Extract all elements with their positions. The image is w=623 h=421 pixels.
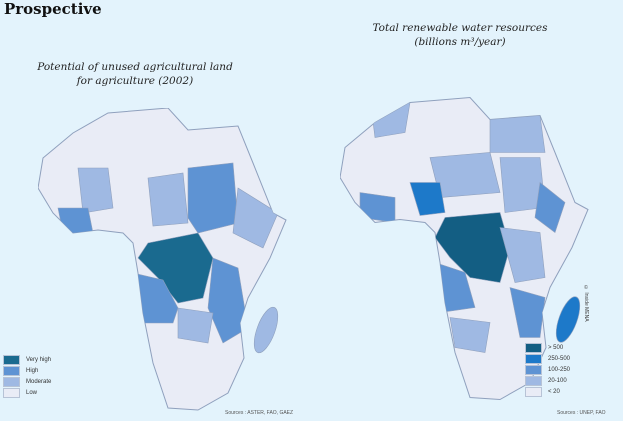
legend-item-greater-500: > 500 xyxy=(525,342,570,353)
legend-label: < 20 xyxy=(548,388,560,395)
region-high xyxy=(187,162,239,234)
right-africa-map xyxy=(340,97,589,400)
legend-item-less-20: < 20 xyxy=(525,386,570,397)
right-map-title-line2: (billions m³/year) xyxy=(414,36,506,48)
legend-swatch xyxy=(525,386,542,397)
page-title: Prospective xyxy=(4,0,102,18)
region-20-100 xyxy=(369,97,411,138)
legend-swatch xyxy=(525,342,542,353)
legend-label: 100-250 xyxy=(548,366,571,373)
region-250-500 xyxy=(409,182,446,216)
region-moderate xyxy=(147,172,189,227)
left-africa-map xyxy=(38,108,287,411)
copyright-credit: © Inside MENA xyxy=(583,285,589,322)
region-moderate xyxy=(232,187,279,249)
left-map-title-line2: for agriculture (2002) xyxy=(76,75,194,87)
region-greater-500 xyxy=(434,212,511,283)
region-very-high xyxy=(137,232,214,304)
region-moderate xyxy=(77,167,114,214)
region-20-100 xyxy=(499,227,546,283)
legend-item-100-250: 100-250 xyxy=(525,364,570,375)
region-100-250 xyxy=(509,287,546,338)
legend-label: Very high xyxy=(26,356,52,363)
legend-swatch xyxy=(3,376,20,387)
left-legend: Very high High Moderate Low xyxy=(3,354,51,398)
legend-label: 20-100 xyxy=(548,377,567,384)
right-map-title-line1: Total renewable water resources xyxy=(372,22,548,34)
region-20-100 xyxy=(449,317,491,353)
left-map-title-line1: Potential of unused agricultural land xyxy=(37,61,233,73)
legend-label: Low xyxy=(26,389,38,396)
legend-item-very-high: Very high xyxy=(3,354,51,365)
legend-item-high: High xyxy=(3,365,51,376)
left-map-title: Potential of unused agricultural land fo… xyxy=(10,60,260,88)
region-100-250 xyxy=(534,181,566,233)
legend-item-250-500: 250-500 xyxy=(525,353,570,364)
region-high xyxy=(207,257,249,344)
right-map-title: Total renewable water resources (billion… xyxy=(355,21,565,49)
legend-swatch xyxy=(525,375,542,386)
legend-label: High xyxy=(26,367,39,374)
legend-swatch xyxy=(3,387,20,398)
legend-swatch xyxy=(3,354,20,365)
legend-label: 250-500 xyxy=(548,355,571,362)
madagascar xyxy=(555,296,581,343)
region-moderate xyxy=(177,307,214,344)
legend-item-low: Low xyxy=(3,387,51,398)
region-high xyxy=(57,207,94,234)
madagascar xyxy=(253,306,279,354)
region-100-250 xyxy=(359,192,396,223)
left-sources: Sources : ASTER, FAO, GAEZ xyxy=(225,410,294,416)
right-legend: > 500 250-500 100-250 20-100 < 20 xyxy=(525,342,570,397)
legend-swatch xyxy=(3,365,20,376)
legend-swatch xyxy=(525,353,542,364)
legend-label: Moderate xyxy=(26,378,52,385)
legend-item-20-100: 20-100 xyxy=(525,375,570,386)
legend-swatch xyxy=(525,364,542,375)
region-20-100 xyxy=(489,115,546,153)
legend-item-moderate: Moderate xyxy=(3,376,51,387)
right-sources: Sources : UNEP, FAO xyxy=(557,410,606,416)
legend-label: > 500 xyxy=(548,344,564,351)
